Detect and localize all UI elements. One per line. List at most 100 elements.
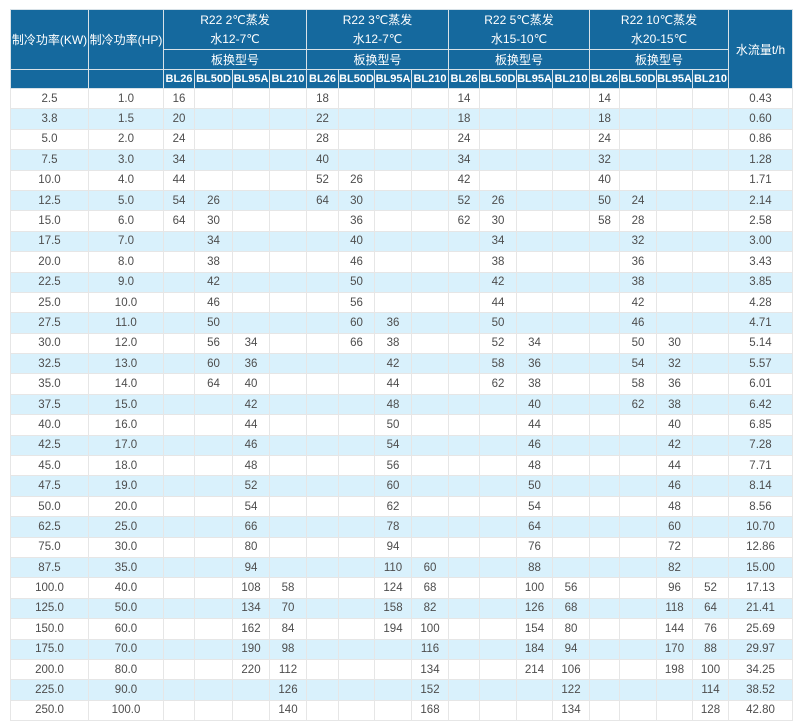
col-header-cooling-kw: 制冷功率(KW) xyxy=(10,9,89,70)
cell-model-value xyxy=(306,414,339,436)
cell-model-value xyxy=(692,516,729,538)
cell-cooling-hp: 25.0 xyxy=(88,516,164,538)
cell-model-value: 40 xyxy=(338,230,375,253)
cell-model-value xyxy=(411,251,449,273)
table-row: 10.0 4.0 44 52 26 42 40 1.71 xyxy=(10,169,793,191)
cell-model-value: 32 xyxy=(589,149,620,171)
cell-model-value xyxy=(269,536,307,558)
cell-model-value xyxy=(306,291,339,314)
cell-model-value: 42 xyxy=(479,271,517,293)
cell-model-value xyxy=(552,495,590,518)
cell-model-value: 26 xyxy=(338,169,375,191)
cell-model-value: 126 xyxy=(516,597,553,620)
cell-model-value: 18 xyxy=(589,108,620,130)
cell-model-value xyxy=(448,577,480,599)
cell-model-value xyxy=(479,108,517,130)
table-row: 17.5 7.0 34 40 34 32 3.00 xyxy=(10,230,793,253)
cell-model-value: 58 xyxy=(479,353,517,375)
cell-model-value xyxy=(448,393,480,416)
cell-model-value xyxy=(306,393,339,416)
cell-model-value xyxy=(692,230,729,253)
cell-model-value xyxy=(692,128,729,151)
table-row: 40.0 16.0 44 50 44 40 6.85 xyxy=(10,414,793,436)
table-body: 2.5 1.0 16 18 14 14 0.43 3.8 1.5 20 22 18 18 0.60 5.0 2… xyxy=(10,87,793,722)
cell-model-value xyxy=(589,495,620,518)
group-header-r22-5c: R22 5℃蒸发 水15-10℃ xyxy=(448,9,590,50)
cell-cooling-kw: 250.0 xyxy=(10,699,89,722)
cell-model-value xyxy=(552,251,590,273)
cell-water-flow: 3.00 xyxy=(728,230,793,253)
cell-model-value: 44 xyxy=(232,414,270,436)
cell-model-value xyxy=(163,230,195,253)
cell-cooling-kw: 2.5 xyxy=(10,87,89,110)
cell-model-value xyxy=(163,699,195,722)
cell-water-flow: 4.28 xyxy=(728,291,793,314)
cell-water-flow: 17.13 xyxy=(728,577,793,599)
table-row: 37.5 15.0 42 48 40 62 38 6.42 xyxy=(10,393,793,416)
cell-water-flow: 6.42 xyxy=(728,393,793,416)
cell-model-value xyxy=(656,291,693,314)
cell-model-value xyxy=(374,291,412,314)
cell-model-value xyxy=(411,210,449,232)
cell-model-value: 42 xyxy=(448,169,480,191)
cell-model-value xyxy=(194,434,233,457)
cell-model-value xyxy=(448,230,480,253)
table-row: 200.0 80.0 220 112 134 214 106 198 100 34.25 xyxy=(10,658,793,681)
cell-model-value xyxy=(479,149,517,171)
cell-model-value: 134 xyxy=(411,658,449,681)
table-row: 22.5 9.0 42 50 42 38 3.85 xyxy=(10,271,793,293)
cell-model-value xyxy=(232,108,270,130)
cell-model-value: 62 xyxy=(374,495,412,518)
cell-model-value xyxy=(269,495,307,518)
cell-model-value xyxy=(194,597,233,620)
cell-water-flow: 5.14 xyxy=(728,332,793,355)
cell-model-value xyxy=(619,495,657,518)
cell-model-value xyxy=(479,475,517,497)
cell-model-value xyxy=(163,556,195,579)
cell-model-value: 50 xyxy=(374,414,412,436)
cell-model-value: 68 xyxy=(552,597,590,620)
cell-model-value xyxy=(656,251,693,273)
cell-cooling-kw: 37.5 xyxy=(10,393,89,416)
cell-model-value: 76 xyxy=(692,618,729,640)
cell-model-value xyxy=(411,393,449,416)
cell-model-value: 126 xyxy=(269,679,307,701)
cell-model-value xyxy=(692,189,729,212)
cell-cooling-hp: 100.0 xyxy=(88,699,164,722)
cell-model-value xyxy=(163,597,195,620)
cell-model-value xyxy=(411,149,449,171)
cell-model-value xyxy=(411,332,449,355)
cell-model-value: 52 xyxy=(232,475,270,497)
cell-model-value xyxy=(306,679,339,701)
cell-model-value xyxy=(411,169,449,191)
cell-model-value: 220 xyxy=(232,658,270,681)
cell-model-value xyxy=(338,699,375,722)
cell-model-value: 54 xyxy=(163,189,195,212)
cell-model-value xyxy=(269,353,307,375)
cell-model-value xyxy=(516,210,553,232)
model-label-5c: 板换型号 xyxy=(448,49,590,70)
cell-cooling-kw: 20.0 xyxy=(10,251,89,273)
cell-model-value: 114 xyxy=(692,679,729,701)
cell-cooling-kw: 42.5 xyxy=(10,434,89,457)
cell-model-value xyxy=(448,291,480,314)
cell-model-value: 162 xyxy=(232,618,270,640)
cell-model-value xyxy=(448,251,480,273)
cell-model-value xyxy=(589,679,620,701)
cell-model-value: 46 xyxy=(516,434,553,457)
cell-model-value xyxy=(589,373,620,395)
cell-model-value xyxy=(692,312,729,334)
col-header-model: BL50D xyxy=(338,69,375,89)
cell-model-value: 20 xyxy=(163,108,195,130)
cell-model-value xyxy=(194,455,233,477)
group-title: R22 3℃蒸发 xyxy=(342,12,413,27)
cell-model-value: 190 xyxy=(232,638,270,660)
cell-model-value xyxy=(163,271,195,293)
cell-model-value xyxy=(448,271,480,293)
cell-model-value xyxy=(338,108,375,130)
cell-cooling-kw: 32.5 xyxy=(10,353,89,375)
cell-cooling-hp: 1.5 xyxy=(88,108,164,130)
cell-model-value xyxy=(479,597,517,620)
cell-model-value xyxy=(306,536,339,558)
col-header-cooling-hp: 制冷功率(HP) xyxy=(88,9,164,70)
